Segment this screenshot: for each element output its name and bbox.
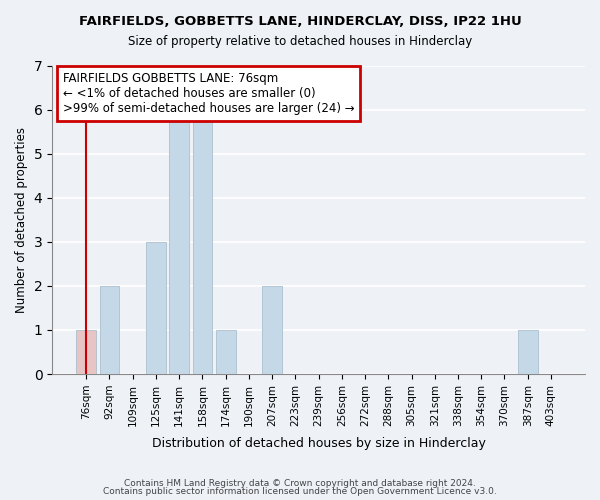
- Text: FAIRFIELDS GOBBETTS LANE: 76sqm
← <1% of detached houses are smaller (0)
>99% of: FAIRFIELDS GOBBETTS LANE: 76sqm ← <1% of…: [63, 72, 355, 114]
- Text: FAIRFIELDS, GOBBETTS LANE, HINDERCLAY, DISS, IP22 1HU: FAIRFIELDS, GOBBETTS LANE, HINDERCLAY, D…: [79, 15, 521, 28]
- Y-axis label: Number of detached properties: Number of detached properties: [15, 127, 28, 313]
- Bar: [76, 330, 96, 374]
- Text: Contains public sector information licensed under the Open Government Licence v3: Contains public sector information licen…: [103, 487, 497, 496]
- X-axis label: Distribution of detached houses by size in Hinderclay: Distribution of detached houses by size …: [152, 437, 485, 450]
- Bar: [262, 286, 282, 374]
- Text: Contains HM Land Registry data © Crown copyright and database right 2024.: Contains HM Land Registry data © Crown c…: [124, 478, 476, 488]
- Text: Size of property relative to detached houses in Hinderclay: Size of property relative to detached ho…: [128, 35, 472, 48]
- Bar: [216, 330, 236, 374]
- Bar: [193, 110, 212, 374]
- Bar: [169, 110, 189, 374]
- Bar: [518, 330, 538, 374]
- Bar: [146, 242, 166, 374]
- Bar: [100, 286, 119, 374]
